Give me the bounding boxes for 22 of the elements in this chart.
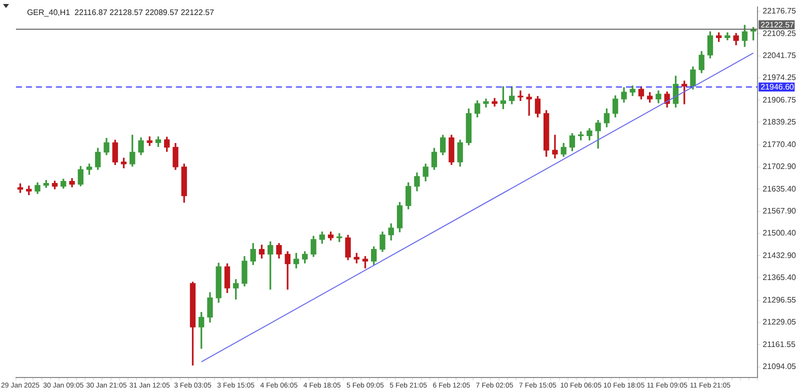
y-tick-label: 21567.90 — [762, 206, 797, 216]
y-tick-label: 21500.40 — [762, 228, 797, 238]
y-tick-label: 21770.40 — [762, 140, 797, 150]
y-tick-label: 21161.55 — [762, 340, 796, 349]
y-tick-label: 22176.75 — [762, 6, 797, 16]
y-tick-label: 21974.25 — [762, 73, 797, 82]
y-tick-label: 22041.75 — [762, 50, 797, 60]
chart-title: GER_40,H1 22116.87 22128.57 22089.57 22122.57 — [26, 8, 215, 18]
y-tick-label: 21365.40 — [762, 272, 797, 282]
y-tick-label: 21296.55 — [762, 296, 797, 305]
candlestick — [518, 90, 524, 101]
candlestick — [552, 134, 558, 158]
y-tick-label: 21229.05 — [762, 318, 797, 327]
y-tick-label: 21432.90 — [762, 250, 797, 260]
y-tick-label: 21839.25 — [762, 117, 797, 126]
y-tick-label: 21635.40 — [762, 184, 797, 194]
ref-line-label: 22122.57 — [760, 20, 795, 30]
y-tick-label: 21906.75 — [762, 95, 797, 104]
ref-line-label: 21946.60 — [760, 82, 795, 92]
y-tick-label: 22109.25 — [762, 28, 797, 38]
y-tick-label: 21094.05 — [762, 362, 797, 371]
y-tick-label: 21702.90 — [762, 162, 797, 172]
